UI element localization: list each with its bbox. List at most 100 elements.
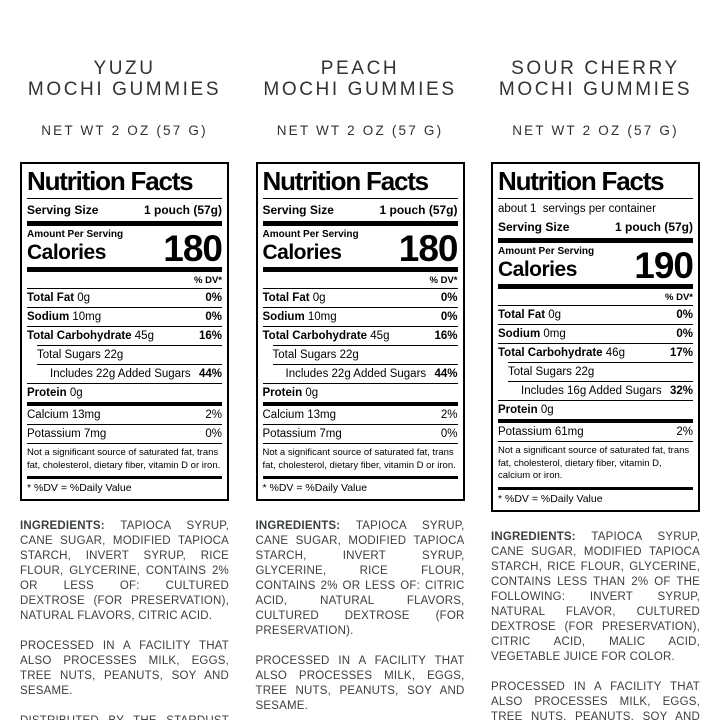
nutrient-name: Protein [262, 386, 303, 399]
nutrient-name: Total Fat [262, 291, 310, 304]
nutrient-row-added-sugars: Includes 16g Added Sugars 32% [508, 381, 693, 400]
mineral-name: Potassium 7mg [262, 427, 342, 440]
nutrition-footnote: Not a significant source of saturated fa… [262, 443, 458, 476]
serving-size-label: Serving Size [498, 220, 570, 234]
nutrition-facts-title: Nutrition Facts [262, 167, 458, 199]
divider-bar [27, 402, 222, 406]
product-name-line1: SOUR CHERRY [511, 58, 680, 79]
ingredients-label: INGREDIENTS: [491, 530, 576, 543]
product-header: YUZU MOCHI GUMMIES NET WT 2 OZ (57 G) [20, 58, 229, 138]
nutrient-amount: Total Sugars 22g [508, 365, 595, 378]
mineral-dv: 2% [676, 425, 693, 438]
ingredients-paragraph: INGREDIENTS: TAPIOCA SYRUP, CANE SUGAR, … [256, 519, 465, 639]
product-header: SOUR CHERRY MOCHI GUMMIES NET WT 2 OZ (5… [491, 58, 700, 138]
ingredients-paragraph: INGREDIENTS: TAPIOCA SYRUP, CANE SUGAR, … [20, 519, 229, 624]
nutrition-footnote: Not a significant source of saturated fa… [27, 443, 222, 476]
mineral-row-calcium: Calcium 13mg 2% [27, 406, 222, 424]
nutrient-amount: Total Sugars 22g [37, 348, 124, 361]
mineral-row-calcium: Calcium 13mg 2% [263, 406, 458, 424]
nutrient-row-added-sugars: Includes 22g Added Sugars 44% [272, 364, 458, 383]
nutrient-amount: 10mg [72, 310, 102, 323]
nutrient-dv: 32% [669, 384, 693, 397]
ingredients-text: TAPIOCA SYRUP, CANE SUGAR, MODIFIED TAPI… [255, 520, 465, 637]
nutrient-amount: 45g [370, 329, 390, 342]
net-weight: NET WT 2 OZ (57 G) [276, 123, 444, 138]
daily-value-header: % DV* [429, 275, 458, 286]
nutrient-dv: 0% [676, 308, 693, 321]
ingredients-label: INGREDIENTS: [255, 520, 341, 532]
nutrient-amount: 0g [305, 386, 319, 399]
nutrition-facts-panel: Nutrition Facts Serving Size 1 pouch (57… [255, 162, 465, 501]
ingredients-text: TAPIOCA SYRUP, CANE SUGAR, MODIFIED TAPI… [491, 530, 700, 663]
mineral-name: Potassium 7mg [27, 427, 107, 440]
product-header: PEACH MOCHI GUMMIES NET WT 2 OZ (57 G) [256, 58, 465, 138]
calories-value: 180 [398, 228, 459, 269]
mineral-dv: 2% [205, 408, 222, 421]
nutrient-amount: 0mg [543, 327, 566, 340]
divider-bar [498, 486, 693, 490]
nutrient-row-total-sugars: Total Sugars 22g [508, 362, 693, 381]
serving-size-row: Serving Size 1 pouch (57g) [498, 216, 693, 238]
nutrient-amount: 0g [312, 291, 326, 304]
allergen-statement: PROCESSED IN A FACILITY THAT ALSO PROCES… [20, 640, 229, 697]
nutrient-amount: Total Sugars 22g [272, 348, 359, 361]
nutrient-dv: 16% [198, 329, 222, 342]
nutrient-name: Total Fat [498, 308, 546, 321]
mineral-row-potassium: Potassium 7mg 0% [262, 424, 458, 443]
divider-bar [262, 221, 458, 226]
divider-bar [498, 419, 693, 423]
nutrient-row-total-fat: Total Fat 0g 0% [262, 288, 458, 307]
mineral-dv: 0% [440, 427, 458, 440]
mineral-row-potassium: Potassium 7mg 0% [27, 424, 222, 443]
serving-size-row: Serving Size 1 pouch (57g) [263, 199, 458, 221]
serving-size-value: 1 pouch (57g) [614, 220, 693, 234]
nutrient-dv: 0% [440, 310, 458, 323]
nutrient-row-sodium: Sodium 10mg 0% [262, 307, 458, 326]
divider-bar [27, 221, 222, 226]
calories-row: Amount Per Serving Calories 180 [262, 226, 459, 269]
nutrient-name: Protein [498, 403, 538, 416]
ingredients-text: TAPIOCA SYRUP, CANE SUGAR, MODIFIED TAPI… [20, 520, 229, 622]
product-name-line1: PEACH [320, 58, 400, 79]
divider-bar [262, 402, 458, 406]
divider-bar [498, 284, 693, 289]
nutrient-amount: 46g [605, 346, 625, 359]
nutrient-row-sodium: Sodium 0mg 0% [498, 324, 693, 343]
allergen-statement: PROCESSED IN A FACILITY THAT ALSO PROCES… [255, 655, 465, 712]
product-name-line2: MOCHI GUMMIES [27, 79, 222, 100]
nutrition-facts-title: Nutrition Facts [27, 167, 222, 199]
servings-per-container: about 1 servings per container [498, 203, 656, 215]
amount-per-serving-label: Amount Per Serving [262, 229, 359, 240]
serving-size-row: Serving Size 1 pouch (57g) [27, 199, 222, 221]
calories-label: Calories [27, 241, 106, 264]
calories-row: Amount Per Serving Calories 180 [27, 226, 223, 269]
nutrition-facts-title: Nutrition Facts [498, 167, 693, 199]
nutrient-dv: 0% [440, 291, 458, 304]
nutrient-dv: 0% [205, 310, 222, 323]
nutrient-name: Total Carbohydrate [27, 329, 132, 342]
nutrient-row-sodium: Sodium 10mg 0% [27, 307, 222, 326]
nutrient-dv: 44% [198, 367, 222, 380]
mineral-row-potassium: Potassium 61mg 2% [498, 423, 693, 441]
nutrient-amount: Includes 16g Added Sugars [521, 384, 662, 397]
nutrient-name: Sodium [498, 327, 541, 340]
nutrition-facts-panel: Nutrition Facts Serving Size 1 pouch (57… [20, 162, 229, 501]
allergen-statement: PROCESSED IN A FACILITY THAT ALSO PROCES… [491, 680, 700, 720]
nutrient-name: Total Carbohydrate [498, 346, 603, 359]
nutrient-dv: 16% [434, 329, 458, 342]
ingredients-label: INGREDIENTS: [20, 520, 105, 532]
nutrient-dv: 17% [669, 346, 693, 359]
nutrient-name: Protein [27, 386, 67, 399]
divider-bar [262, 267, 458, 272]
product-label-peach: PEACH MOCHI GUMMIES NET WT 2 OZ (57 G) N… [255, 58, 465, 720]
nutrient-row-total-sugars: Total Sugars 22g [272, 345, 458, 364]
nutrient-amount: 0g [540, 403, 554, 416]
product-name-line2: MOCHI GUMMIES [498, 79, 693, 100]
serving-size-label: Serving Size [262, 203, 334, 217]
nutrition-facts-panel: Nutrition Facts about 1 servings per con… [491, 162, 700, 512]
nutrient-name: Sodium [27, 310, 70, 323]
calories-value: 180 [163, 228, 223, 269]
nutrient-amount: Includes 22g Added Sugars [285, 367, 427, 380]
nutrient-name: Sodium [262, 310, 305, 323]
